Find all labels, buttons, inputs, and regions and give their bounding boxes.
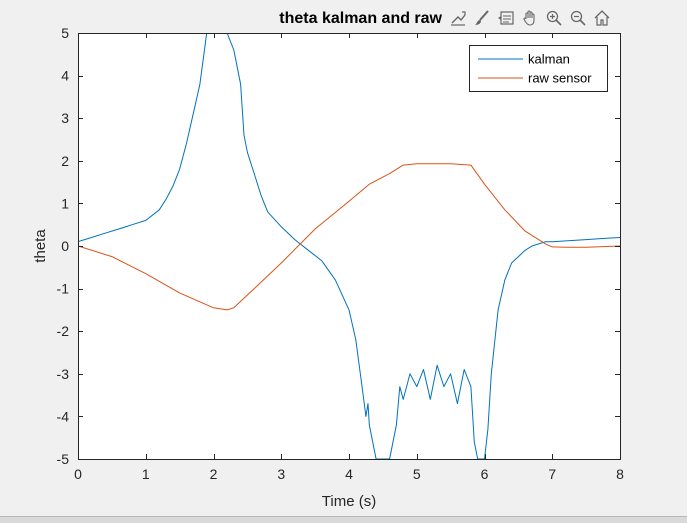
y-axis-label: theta (32, 229, 49, 263)
x-tick-label: 1 (142, 466, 150, 482)
y-tick-label: 4 (61, 68, 69, 84)
x-tick-label: 7 (548, 466, 556, 482)
y-axis: -5 -4 -3 -2 -1 0 1 2 3 4 5 (57, 25, 620, 467)
y-tick-label: -3 (57, 366, 70, 382)
y-tick-label: 0 (61, 238, 69, 254)
plot-area[interactable] (78, 33, 620, 459)
legend[interactable]: kalman raw sensor (469, 45, 608, 92)
y-tick-label: 5 (61, 25, 69, 41)
y-tick-label: -1 (57, 281, 70, 297)
y-tick-label: 3 (61, 110, 69, 126)
x-tick-label: 8 (616, 466, 624, 482)
zoom-in-icon[interactable] (543, 7, 565, 29)
pan-icon[interactable] (519, 7, 541, 29)
axes-toolbar (447, 6, 613, 30)
x-tick-label: 5 (413, 466, 421, 482)
brush-icon[interactable] (471, 7, 493, 29)
y-tick-label: -2 (57, 323, 70, 339)
data-tips-icon[interactable] (495, 7, 517, 29)
export-icon[interactable] (447, 7, 469, 29)
x-tick-label: 6 (481, 466, 489, 482)
legend-entry: raw sensor (528, 71, 592, 86)
x-tick-label: 2 (210, 466, 218, 482)
x-axis-label: Time (s) (322, 493, 376, 510)
series-line-kalman[interactable] (78, 33, 620, 459)
x-tick-label: 0 (74, 466, 82, 482)
series-group (78, 33, 620, 459)
home-icon[interactable] (591, 7, 613, 29)
legend-entry: kalman (528, 52, 570, 67)
y-tick-label: 1 (61, 195, 69, 211)
series-line-raw-sensor[interactable] (78, 163, 620, 311)
y-tick-label: -5 (57, 451, 70, 467)
x-axis: 0 1 2 3 4 5 6 7 8 (74, 33, 624, 482)
legend-box (469, 45, 608, 92)
y-tick-label: -4 (57, 408, 70, 424)
zoom-out-icon[interactable] (567, 7, 589, 29)
window-bottom-edge (0, 516, 687, 523)
chart-title: theta kalman and raw (279, 10, 442, 27)
x-tick-label: 3 (277, 466, 285, 482)
y-tick-label: 2 (61, 153, 69, 169)
x-tick-label: 4 (345, 466, 353, 482)
